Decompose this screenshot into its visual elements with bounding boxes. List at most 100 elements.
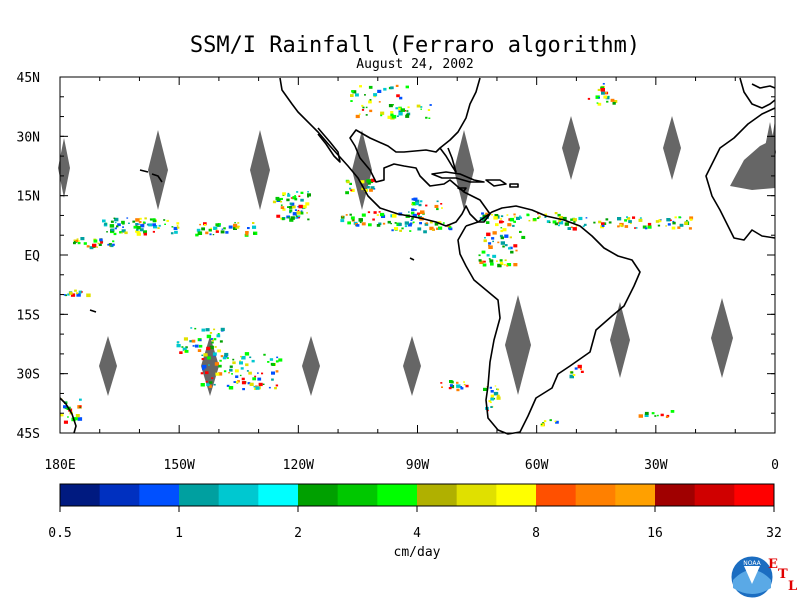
rain-pixel: [361, 104, 364, 107]
rain-pixel: [378, 101, 381, 103]
orbit-gap-diamond: [99, 336, 117, 396]
rain-pixel: [364, 94, 366, 96]
rain-pixel: [191, 339, 196, 343]
rain-pixel: [644, 413, 649, 417]
rain-pixel: [572, 218, 577, 222]
rain-pixel: [302, 205, 307, 209]
colorbar-swatch: [456, 484, 497, 506]
rain-pixel: [542, 422, 545, 424]
rain-pixel: [81, 291, 83, 293]
rain-pixel: [601, 222, 605, 226]
rain-pixel: [408, 223, 412, 227]
rain-pixel: [500, 215, 504, 218]
rain-pixel: [200, 372, 204, 375]
rain-pixel: [216, 334, 221, 338]
rain-pixel: [241, 356, 246, 360]
coast-new-zealand: [59, 397, 77, 434]
rain-pixel: [267, 361, 270, 363]
rain-pixel: [73, 240, 78, 243]
rain-pixel: [74, 289, 77, 292]
rain-pixel: [352, 219, 355, 221]
rain-pixel: [208, 228, 212, 232]
rain-pixel: [377, 89, 382, 93]
rain-pixel: [612, 102, 616, 105]
rain-pixel: [573, 221, 576, 223]
rain-pixel: [189, 340, 192, 343]
rain-pixel: [502, 245, 505, 248]
rain-pixel: [434, 222, 439, 226]
rain-pixel: [215, 223, 219, 227]
rain-pixel: [205, 231, 209, 235]
rain-pixel: [603, 95, 608, 99]
rain-pixel: [133, 225, 137, 229]
rain-pixel: [412, 213, 417, 218]
coast-north-america: [279, 77, 491, 227]
rain-pixel: [513, 263, 518, 267]
rain-pixel: [73, 239, 76, 241]
rain-pixel: [677, 226, 681, 229]
lon-label: 150W: [164, 458, 195, 473]
rain-pixel: [275, 360, 279, 363]
colorbar-label: 2: [294, 526, 302, 541]
rain-pixel: [558, 219, 562, 222]
rain-pixel: [366, 186, 370, 189]
rain-pixel: [349, 182, 352, 185]
rain-pixel: [287, 206, 290, 208]
rain-pixel: [359, 221, 362, 224]
rain-pixel: [119, 231, 122, 234]
rain-pixel: [214, 346, 217, 348]
rain-pixel: [598, 220, 602, 224]
rain-pixel: [569, 374, 574, 379]
rain-pixel: [688, 227, 692, 230]
rain-pixel: [509, 217, 515, 222]
rain-pixel: [201, 364, 207, 369]
rain-pixel: [665, 225, 667, 227]
rain-pixel: [271, 363, 276, 366]
rain-pixel: [373, 93, 378, 97]
rain-pixel: [257, 372, 259, 374]
rain-pixel: [449, 227, 453, 231]
rain-pixel: [593, 221, 596, 224]
rain-pixel: [497, 388, 500, 391]
rain-pixel: [135, 223, 139, 226]
rain-pixel: [297, 209, 300, 212]
rain-pixel: [102, 219, 106, 223]
colorbar-swatch: [218, 484, 259, 506]
rain-pixel: [456, 384, 461, 388]
rain-pixel: [157, 227, 160, 229]
rain-pixel: [647, 225, 652, 229]
rain-pixel: [396, 94, 400, 98]
colorbar-swatch: [337, 484, 378, 506]
rain-pixel: [213, 328, 216, 331]
rain-pixel: [341, 215, 344, 218]
rain-pixel: [434, 204, 439, 208]
rain-pixel: [378, 211, 381, 213]
rain-pixel: [533, 218, 537, 221]
rain-pixel: [107, 243, 110, 246]
rain-pixel: [205, 371, 209, 375]
rain-pixel: [307, 191, 309, 193]
lat-label: 30N: [17, 130, 40, 145]
rain-pixel: [143, 230, 147, 234]
rain-pixel: [215, 372, 220, 376]
orbit-gap-diamond: [148, 130, 168, 210]
rain-pixel: [601, 91, 605, 95]
rain-pixel: [282, 208, 286, 211]
rain-pixel: [552, 220, 557, 224]
rain-pixel: [198, 344, 203, 348]
rain-pixel: [252, 377, 256, 381]
colorbar-swatch: [734, 484, 775, 506]
rain-pixel: [387, 115, 392, 119]
rain-pixel: [143, 232, 147, 236]
rain-pixel: [423, 230, 427, 234]
rain-pixel: [239, 360, 241, 362]
rain-pixel: [564, 222, 569, 226]
rain-pixel: [390, 113, 394, 117]
rain-pixel: [192, 345, 195, 347]
rain-pixel: [364, 189, 368, 192]
rain-pixel: [69, 292, 73, 295]
rain-pixel: [478, 259, 482, 262]
rain-pixel: [76, 293, 81, 297]
rain-pixel: [478, 254, 481, 257]
colorbar: 0.5 1 2 4 8 16 32 cm/day: [48, 483, 782, 560]
